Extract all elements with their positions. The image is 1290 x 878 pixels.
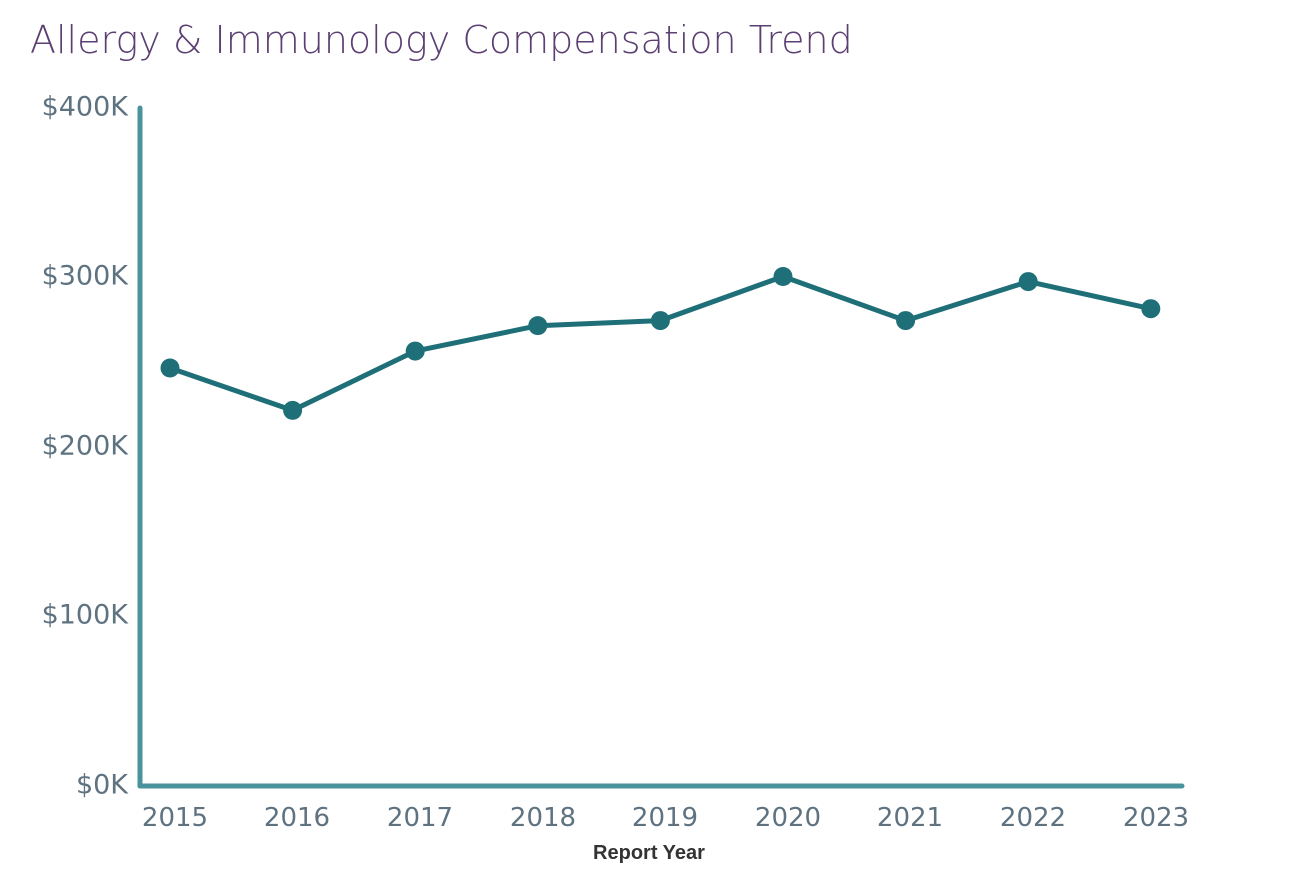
x-tick-label: 2017 bbox=[386, 803, 454, 833]
y-tick-label: $400K bbox=[41, 91, 128, 123]
data-point-marker bbox=[773, 267, 793, 286]
x-tick-label: 2022 bbox=[999, 803, 1067, 833]
x-tick-label: 2016 bbox=[263, 803, 331, 833]
series-markers bbox=[160, 267, 1161, 420]
x-tick-label: 2018 bbox=[509, 803, 577, 833]
x-axis-label: Report Year bbox=[593, 842, 705, 864]
series-line bbox=[169, 274, 1152, 413]
y-tick-label: $0K bbox=[75, 769, 128, 801]
x-tick-label: 2019 bbox=[631, 803, 699, 833]
data-point-marker bbox=[896, 311, 916, 331]
data-point-marker bbox=[1141, 299, 1161, 319]
data-point-marker bbox=[160, 358, 180, 378]
x-tick-label: 2023 bbox=[1122, 803, 1190, 833]
data-point-marker bbox=[650, 311, 670, 331]
y-tick-label: $300K bbox=[41, 260, 128, 292]
data-point-marker bbox=[1018, 272, 1038, 292]
data-point-marker bbox=[283, 400, 303, 420]
data-point-marker bbox=[528, 316, 548, 336]
x-tick-label: 2021 bbox=[876, 803, 944, 833]
x-tick-label: 2020 bbox=[754, 803, 822, 833]
x-tick-label: 2015 bbox=[141, 803, 209, 833]
chart-title: Allergy & Immunology Compensation Trend bbox=[30, 18, 853, 62]
data-point-marker bbox=[405, 341, 425, 361]
y-tick-label: $200K bbox=[41, 430, 128, 462]
y-tick-label: $100K bbox=[41, 599, 128, 631]
